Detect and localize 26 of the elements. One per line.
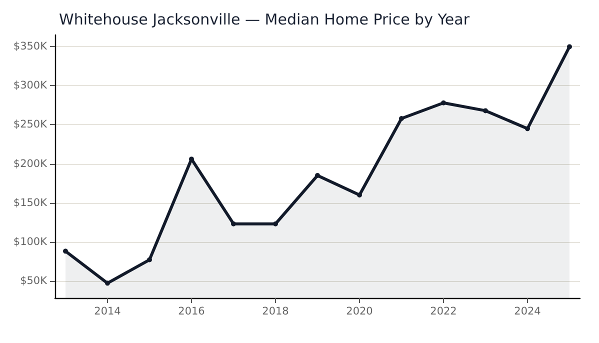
point: [273, 221, 278, 226]
x-tick-label: 2020: [346, 306, 373, 318]
point: [567, 44, 572, 50]
point: [63, 248, 68, 254]
y-tick-label: $300K: [13, 80, 48, 92]
point: [525, 126, 530, 132]
point: [441, 100, 446, 106]
y-tick-label: $350K: [13, 40, 48, 53]
y-tick-label: $200K: [13, 158, 48, 170]
point: [315, 172, 320, 178]
point: [231, 221, 236, 226]
point: [483, 108, 488, 114]
x-tick-label: 2022: [430, 306, 457, 318]
point: [147, 257, 152, 262]
x-tick-label: 2014: [94, 306, 122, 318]
point: [105, 280, 110, 286]
x-tick-label: 2016: [178, 306, 206, 318]
point: [357, 192, 362, 198]
y-tick-label: $150K: [13, 196, 48, 209]
y-tick-label: $250K: [13, 118, 48, 131]
x-tick-label: 2024: [514, 306, 542, 318]
y-tick-label: $50K: [20, 274, 48, 287]
chart-title: Whitehouse Jacksonville — Median Home Price by Year: [59, 10, 470, 28]
point: [399, 116, 404, 122]
x-tick-label: 2018: [262, 306, 289, 318]
y-tick-label: $100K: [13, 236, 48, 248]
